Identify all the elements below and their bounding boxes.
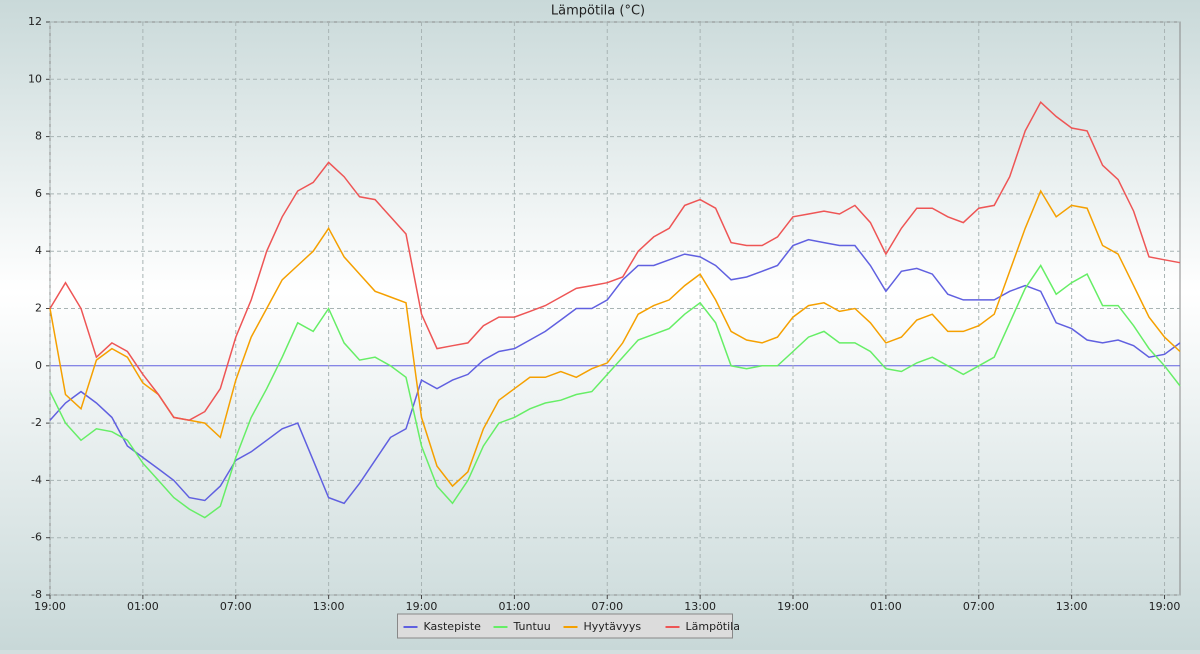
y-tick-label: 12: [28, 15, 42, 28]
y-tick-label: 6: [35, 187, 42, 200]
x-tick-label: 01:00: [499, 600, 531, 613]
x-tick-label: 19:00: [777, 600, 809, 613]
x-tick-label: 13:00: [313, 600, 345, 613]
series-line: [49, 238, 1181, 505]
y-tick-label: -4: [31, 473, 42, 486]
x-tick-label: 19:00: [34, 600, 66, 613]
y-tick-label: 8: [35, 130, 42, 143]
y-tick-label: -2: [31, 416, 42, 429]
y-tick-label: 0: [35, 359, 42, 372]
x-tick-label: 13:00: [684, 600, 716, 613]
y-tick-label: -8: [31, 588, 42, 601]
legend-label: Hyytävyys: [584, 620, 642, 633]
y-tick-label: 2: [35, 302, 42, 315]
y-tick-label: 4: [35, 244, 42, 257]
legend-label: Kastepiste: [424, 620, 482, 633]
series-line: [49, 100, 1181, 421]
x-tick-label: 13:00: [1056, 600, 1088, 613]
series-line: [49, 264, 1181, 519]
x-tick-label: 07:00: [591, 600, 623, 613]
x-tick-label: 07:00: [963, 600, 995, 613]
x-tick-label: 01:00: [870, 600, 902, 613]
legend-label: Tuntuu: [513, 620, 551, 633]
legend: Kastepiste Tuntuu Hyytävyys Lämpötila: [397, 613, 740, 639]
x-tick-label: 01:00: [127, 600, 159, 613]
chart-title: Lämpötila (°C): [551, 4, 645, 19]
legend-label: Lämpötila: [686, 620, 740, 633]
x-tick-label: 07:00: [220, 600, 252, 613]
y-tick-label: -6: [31, 531, 42, 544]
y-tick-label: 10: [28, 72, 42, 85]
series-line: [49, 189, 1181, 488]
x-tick-label: 19:00: [1149, 600, 1181, 613]
x-tick-label: 19:00: [406, 600, 438, 613]
